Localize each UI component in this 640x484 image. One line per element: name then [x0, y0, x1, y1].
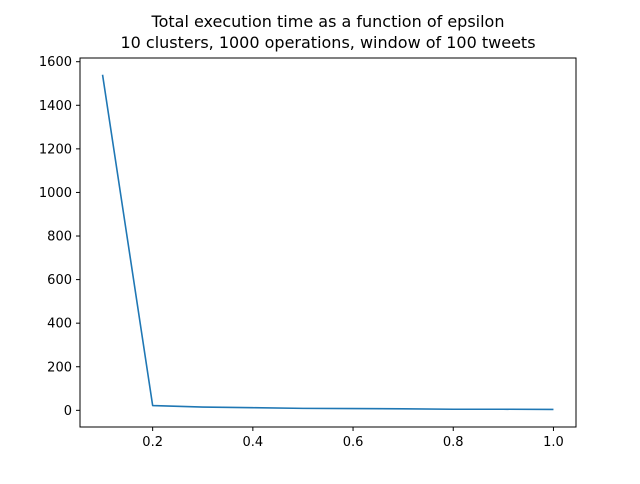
y-tick-label: 600 [47, 273, 72, 288]
y-tick-label: 1600 [39, 55, 72, 70]
chart-title: Total execution time as a function of ep… [151, 12, 505, 31]
y-tick-label: 800 [47, 230, 72, 245]
x-tick-label: 1.0 [543, 435, 564, 450]
series-layer [101, 74, 554, 411]
axis-ticks: 0.2 0.4 0.6 0.8 1.0 0 200 400 600 800 1000 1200 1400… [39, 55, 564, 450]
y-tick-label: 1200 [39, 142, 72, 157]
y-tick-label: 200 [47, 360, 72, 375]
plot-frame [79, 57, 577, 428]
x-tick-label: 0.2 [142, 435, 163, 450]
chart-subtitle: 10 clusters, 1000 operations, window of … [120, 33, 536, 52]
y-tick-label: 0 [64, 404, 72, 419]
y-tick-label: 1000 [39, 186, 72, 201]
x-tick-label: 0.4 [243, 435, 264, 450]
series-line [101, 74, 554, 411]
y-tick-label: 400 [47, 317, 72, 332]
x-tick-label: 0.6 [343, 435, 364, 450]
x-tick-label: 0.8 [443, 435, 464, 450]
y-tick-label: 1400 [39, 99, 72, 114]
